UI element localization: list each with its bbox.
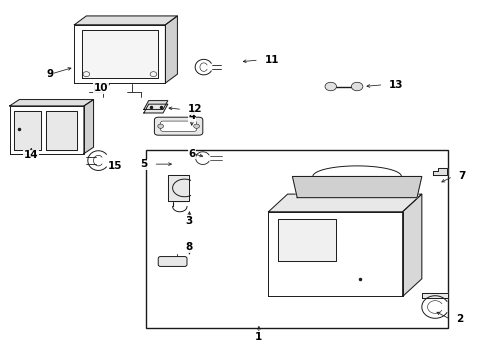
Circle shape: [158, 124, 163, 128]
Text: 4: 4: [188, 112, 195, 121]
Polygon shape: [278, 219, 335, 261]
Polygon shape: [143, 100, 167, 109]
Polygon shape: [74, 25, 165, 83]
Bar: [146, 150, 447, 328]
Polygon shape: [402, 194, 421, 296]
Text: 1: 1: [255, 332, 262, 342]
Text: 13: 13: [388, 80, 403, 90]
Text: 2: 2: [455, 314, 463, 324]
Polygon shape: [432, 168, 447, 175]
Text: 5: 5: [140, 159, 147, 169]
Circle shape: [193, 124, 199, 128]
Text: 7: 7: [458, 171, 465, 181]
Polygon shape: [167, 175, 189, 201]
Circle shape: [351, 82, 362, 91]
Text: 9: 9: [47, 69, 54, 79]
Polygon shape: [15, 111, 41, 150]
Text: 8: 8: [185, 242, 193, 252]
Polygon shape: [84, 100, 93, 154]
Text: 14: 14: [24, 150, 39, 160]
Circle shape: [325, 82, 336, 91]
Text: 3: 3: [185, 216, 193, 226]
Text: 15: 15: [108, 161, 122, 171]
Text: 10: 10: [93, 83, 108, 93]
FancyBboxPatch shape: [154, 117, 203, 135]
FancyBboxPatch shape: [160, 121, 196, 131]
FancyBboxPatch shape: [158, 257, 186, 266]
Polygon shape: [10, 106, 84, 154]
Text: 11: 11: [264, 55, 279, 65]
Polygon shape: [10, 100, 93, 106]
Polygon shape: [74, 16, 177, 25]
Polygon shape: [268, 194, 421, 212]
Text: 12: 12: [187, 104, 202, 114]
Polygon shape: [292, 176, 421, 198]
Polygon shape: [45, 111, 77, 150]
Polygon shape: [268, 212, 402, 296]
Polygon shape: [81, 30, 158, 78]
Text: 6: 6: [188, 149, 195, 158]
Polygon shape: [421, 293, 447, 298]
Polygon shape: [143, 104, 167, 113]
Polygon shape: [165, 16, 177, 83]
